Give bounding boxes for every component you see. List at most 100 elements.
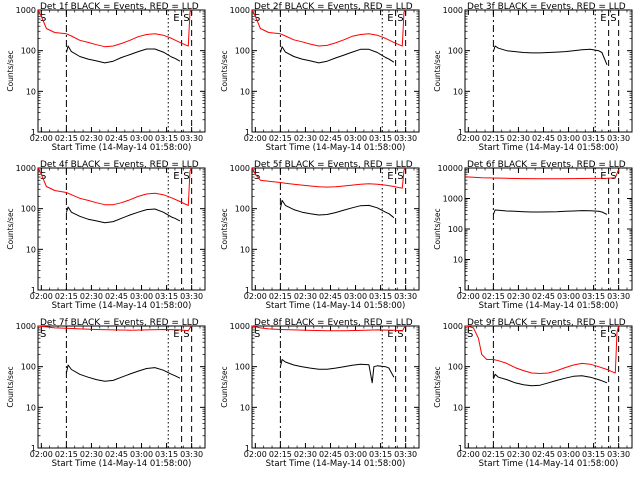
- x-tick-label: 02:30: [294, 450, 317, 459]
- x-tick-label: 02:45: [105, 292, 128, 301]
- marker-label-S: S: [40, 171, 46, 182]
- x-tick-label: 02:45: [532, 292, 555, 301]
- chart-panel-1: Det 1f BLACK = Events, RED = LLD 1 10 100 10…: [6, 2, 206, 153]
- y-axis-label: Counts/sec: [433, 366, 442, 407]
- chart-title: Det 1f BLACK = Events, RED = LLD: [40, 2, 199, 12]
- chart-title: Det 6f BLACK = Events, RED = LLD: [467, 160, 626, 170]
- x-axis-label: Start Time (14-May-14 01:58:00): [266, 143, 406, 153]
- x-tick-label: 03:15: [582, 134, 605, 143]
- y-axis-label: Counts/sec: [220, 366, 229, 407]
- y-tick-label: 1: [458, 444, 463, 453]
- x-tick-label: 02:15: [269, 292, 292, 301]
- marker-label-E: E: [173, 329, 179, 340]
- x-tick-label: 03:30: [180, 292, 203, 301]
- marker-label-S: S: [183, 13, 189, 24]
- marker-label-E: E: [387, 171, 393, 182]
- y-tick-label: 1000: [16, 6, 36, 15]
- x-tick-label: 02:30: [507, 450, 530, 459]
- y-tick-label: 10: [26, 245, 36, 254]
- marker-label-S: S: [467, 329, 473, 340]
- y-axis-label: Counts/sec: [220, 208, 229, 249]
- y-tick-label: 1000: [230, 322, 250, 331]
- chart-title: Det 4f BLACK = Events, RED = LLD: [40, 160, 199, 170]
- y-tick-label: 10000: [438, 164, 463, 173]
- x-tick-label: 02:15: [55, 134, 78, 143]
- plot-frame: [251, 9, 420, 133]
- events-series-line: [492, 45, 608, 65]
- y-axis-label: Counts/sec: [6, 50, 15, 91]
- lld-series-line: [37, 9, 192, 48]
- y-tick-label: 10: [240, 245, 250, 254]
- marker-label-E: E: [387, 329, 393, 340]
- events-series-line: [279, 46, 395, 64]
- marker-label-E: E: [173, 13, 179, 24]
- x-tick-label: 02:45: [319, 134, 342, 143]
- y-tick-label: 100: [448, 225, 463, 234]
- x-tick-label: 03:30: [394, 292, 417, 301]
- y-axis-label: Counts/sec: [433, 50, 442, 91]
- x-tick-label: 03:30: [394, 450, 417, 459]
- chart-panel-3: Det 3f BLACK = Events, RED = LLD 1 10 100 10…: [433, 2, 633, 153]
- y-tick-label: 1000: [230, 164, 250, 173]
- x-axis-label: Start Time (14-May-14 01:58:00): [479, 143, 619, 153]
- x-tick-label: 02:30: [507, 134, 530, 143]
- x-tick-label: 02:45: [319, 292, 342, 301]
- y-tick-label: 100: [21, 205, 36, 214]
- y-tick-label: 10: [240, 403, 250, 412]
- x-tick-label: 02:30: [294, 134, 317, 143]
- x-tick-label: 02:00: [244, 292, 267, 301]
- x-axis-label: Start Time (14-May-14 01:58:00): [52, 143, 192, 153]
- x-tick-label: 03:00: [557, 292, 580, 301]
- lld-series-line: [464, 325, 620, 374]
- plot-frame: [251, 167, 420, 291]
- x-tick-label: 02:15: [269, 450, 292, 459]
- x-axis-label: Start Time (14-May-14 01:58:00): [52, 459, 192, 469]
- x-tick-label: 03:15: [155, 134, 178, 143]
- y-tick-label: 100: [448, 47, 463, 56]
- lld-series-line: [464, 169, 620, 180]
- x-tick-label: 03:30: [394, 134, 417, 143]
- chart-panel-2: Det 2f BLACK = Events, RED = LLD 1 10 100 10…: [220, 2, 420, 153]
- x-tick-label: 02:15: [55, 292, 78, 301]
- x-tick-label: 03:00: [130, 134, 153, 143]
- events-series-line: [65, 206, 181, 224]
- marker-label-E: E: [173, 171, 179, 182]
- x-tick-label: 02:00: [30, 134, 53, 143]
- y-tick-label: 100: [235, 363, 250, 372]
- x-tick-label: 02:00: [457, 134, 480, 143]
- events-series-line: [279, 359, 395, 384]
- y-tick-label: 1: [31, 444, 36, 453]
- x-tick-label: 02:00: [457, 292, 480, 301]
- plot-frame: [464, 325, 633, 449]
- x-tick-label: 03:30: [607, 292, 630, 301]
- y-tick-label: 10: [453, 256, 463, 265]
- x-tick-label: 03:00: [344, 450, 367, 459]
- marker-label-S: S: [183, 171, 189, 182]
- y-tick-label: 1: [245, 286, 250, 295]
- y-tick-label: 100: [21, 47, 36, 56]
- marker-label-S: S: [254, 13, 260, 24]
- y-tick-label: 1: [458, 128, 463, 137]
- chart-panel-5: Det 5f BLACK = Events, RED = LLD 1 10 100 10…: [220, 160, 420, 311]
- x-tick-label: 02:45: [532, 450, 555, 459]
- y-axis-label: Counts/sec: [220, 50, 229, 91]
- events-series-line: [65, 364, 181, 382]
- chart-panel-9: Det 9f BLACK = Events, RED = LLD 1 10 100 10…: [433, 318, 633, 469]
- y-axis-label: Counts/sec: [6, 366, 15, 407]
- x-tick-label: 02:45: [319, 450, 342, 459]
- y-tick-label: 10: [26, 87, 36, 96]
- y-axis-label: Counts/sec: [433, 208, 442, 249]
- y-tick-label: 10: [240, 87, 250, 96]
- y-tick-label: 1000: [230, 6, 250, 15]
- marker-label-S: S: [610, 171, 616, 182]
- x-tick-label: 03:00: [557, 450, 580, 459]
- y-tick-label: 100: [235, 47, 250, 56]
- marker-label-S: S: [183, 329, 189, 340]
- x-tick-label: 02:30: [294, 292, 317, 301]
- x-tick-label: 03:15: [369, 134, 392, 143]
- plot-frame: [37, 325, 206, 449]
- x-tick-label: 02:00: [30, 450, 53, 459]
- y-tick-label: 1000: [443, 6, 463, 15]
- chart-panel-8: Det 8f BLACK = Events, RED = LLD 1 10 100 10…: [220, 318, 420, 469]
